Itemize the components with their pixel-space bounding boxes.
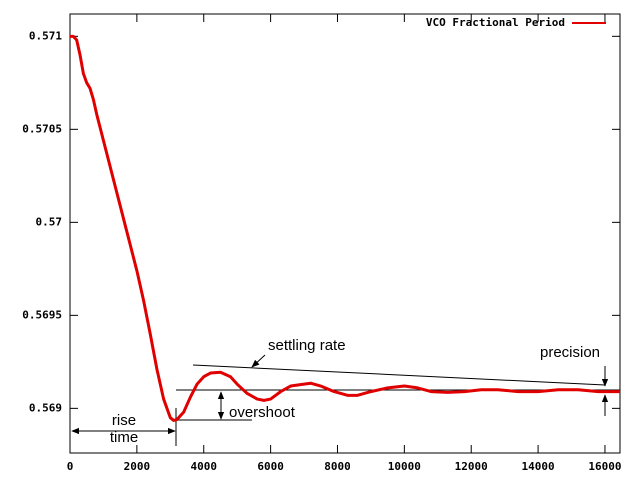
x-tick-label: 8000	[324, 460, 351, 473]
legend-label: VCO Fractional Period	[426, 16, 565, 29]
x-tick-label: 6000	[257, 460, 284, 473]
y-tick-label: 0.571	[29, 29, 62, 42]
annotation: overshoot	[229, 404, 296, 421]
plot-frame	[69, 13, 621, 454]
annotation: settling rate	[268, 337, 346, 354]
x-tick-label: 2000	[124, 460, 151, 473]
x-tick-label: 4000	[190, 460, 217, 473]
x-tick-label: 10000	[388, 460, 421, 473]
y-tick-label: 0.5695	[22, 308, 62, 321]
y-tick-label: 0.569	[29, 401, 62, 414]
data-line	[70, 34, 620, 422]
x-tick-label: 12000	[455, 460, 488, 473]
annotation: time	[110, 429, 138, 446]
y-tick-label: 0.57	[36, 215, 63, 228]
x-tick-label: 16000	[588, 460, 621, 473]
annotation: rise	[112, 412, 136, 429]
annotation-lines	[71, 354, 620, 446]
y-tick-label: 0.5705	[22, 122, 62, 135]
annotation: precision	[540, 344, 600, 361]
x-tick-label: 14000	[522, 460, 555, 473]
x-tick-label: 0	[67, 460, 74, 473]
